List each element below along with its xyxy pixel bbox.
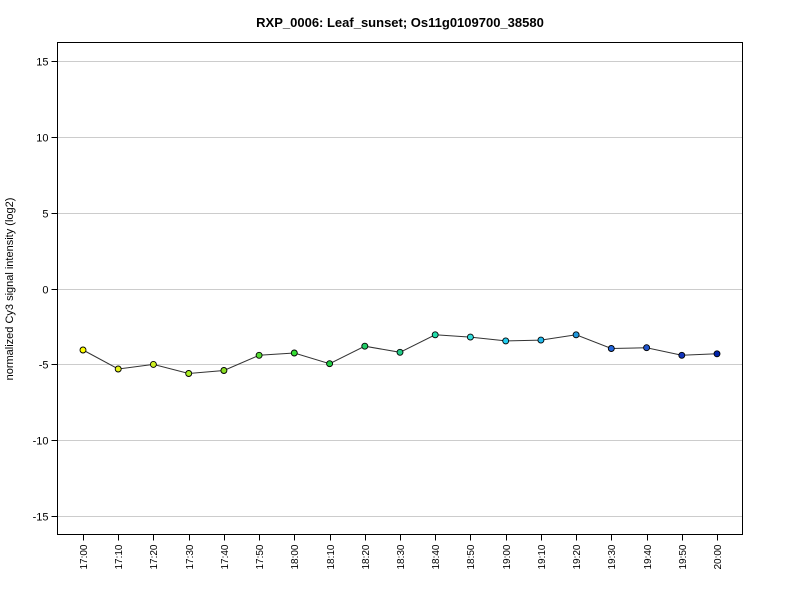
y-tick-label: 0 [42, 285, 48, 297]
data-point [114, 365, 122, 373]
data-point [185, 370, 193, 377]
data-point [607, 345, 615, 352]
data-point [678, 351, 686, 359]
plot-frame [57, 42, 743, 535]
x-tick-label: 18:00 [290, 544, 301, 569]
data-point [431, 331, 439, 339]
chart-title: RXP_0006: Leaf_sunset; Os11g0109700_3858… [256, 15, 544, 30]
data-point [220, 367, 228, 374]
x-tick-label: 17:00 [79, 544, 90, 569]
data-point [326, 360, 334, 368]
data-point [502, 337, 510, 345]
x-tick-label: 18:30 [396, 544, 407, 569]
series-layer [79, 331, 721, 377]
x-tick-label: 19:50 [678, 544, 689, 569]
data-point [713, 350, 721, 358]
y-tick-label: 15 [36, 57, 48, 69]
x-tick-label: 17:30 [185, 544, 196, 569]
x-tick-label: 19:30 [607, 544, 618, 569]
data-point [79, 346, 87, 354]
data-point [466, 333, 474, 341]
data-point [537, 336, 545, 344]
data-point [396, 348, 404, 356]
y-axis-label: normalized Cy3 signal intensity (log2) [4, 198, 16, 381]
gridlines [57, 61, 743, 517]
data-point [149, 360, 157, 368]
data-point [361, 342, 369, 350]
y-tick-label: 10 [36, 133, 48, 145]
x-tick-label: 18:50 [466, 544, 477, 569]
x-tick-label: 18:10 [326, 544, 337, 569]
data-point [255, 351, 263, 359]
x-tick-label: 19:20 [572, 544, 583, 569]
x-tick-label: 19:10 [537, 544, 548, 569]
x-tick-label: 17:50 [255, 544, 266, 569]
y-tick-label: -15 [33, 512, 49, 524]
x-tick-label: 18:40 [431, 544, 442, 569]
x-tick-label: 17:10 [114, 544, 125, 569]
data-point [643, 344, 651, 352]
y-tick-label: 5 [42, 209, 48, 221]
y-tick-label: -10 [33, 436, 49, 448]
x-tick-label: 17:20 [149, 544, 160, 569]
x-tick-label: 17:40 [220, 544, 231, 569]
x-tick-label: 19:00 [502, 544, 513, 569]
x-tick-label: 18:20 [361, 544, 372, 569]
x-tick-label: 19:40 [643, 544, 654, 569]
y-tick-label: -5 [39, 360, 49, 372]
x-tick-label: 20:00 [713, 544, 724, 569]
data-point [572, 331, 580, 339]
axes: 15 10 5 0 -5 -10 -15 17:00 17:10 17:20 17:30 17:40 1… [33, 57, 724, 570]
data-point [290, 349, 298, 357]
